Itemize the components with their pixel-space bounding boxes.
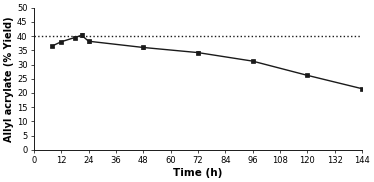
X-axis label: Time (h): Time (h): [173, 168, 223, 178]
Y-axis label: Allyl acrylate (% Yield): Allyl acrylate (% Yield): [4, 16, 14, 142]
